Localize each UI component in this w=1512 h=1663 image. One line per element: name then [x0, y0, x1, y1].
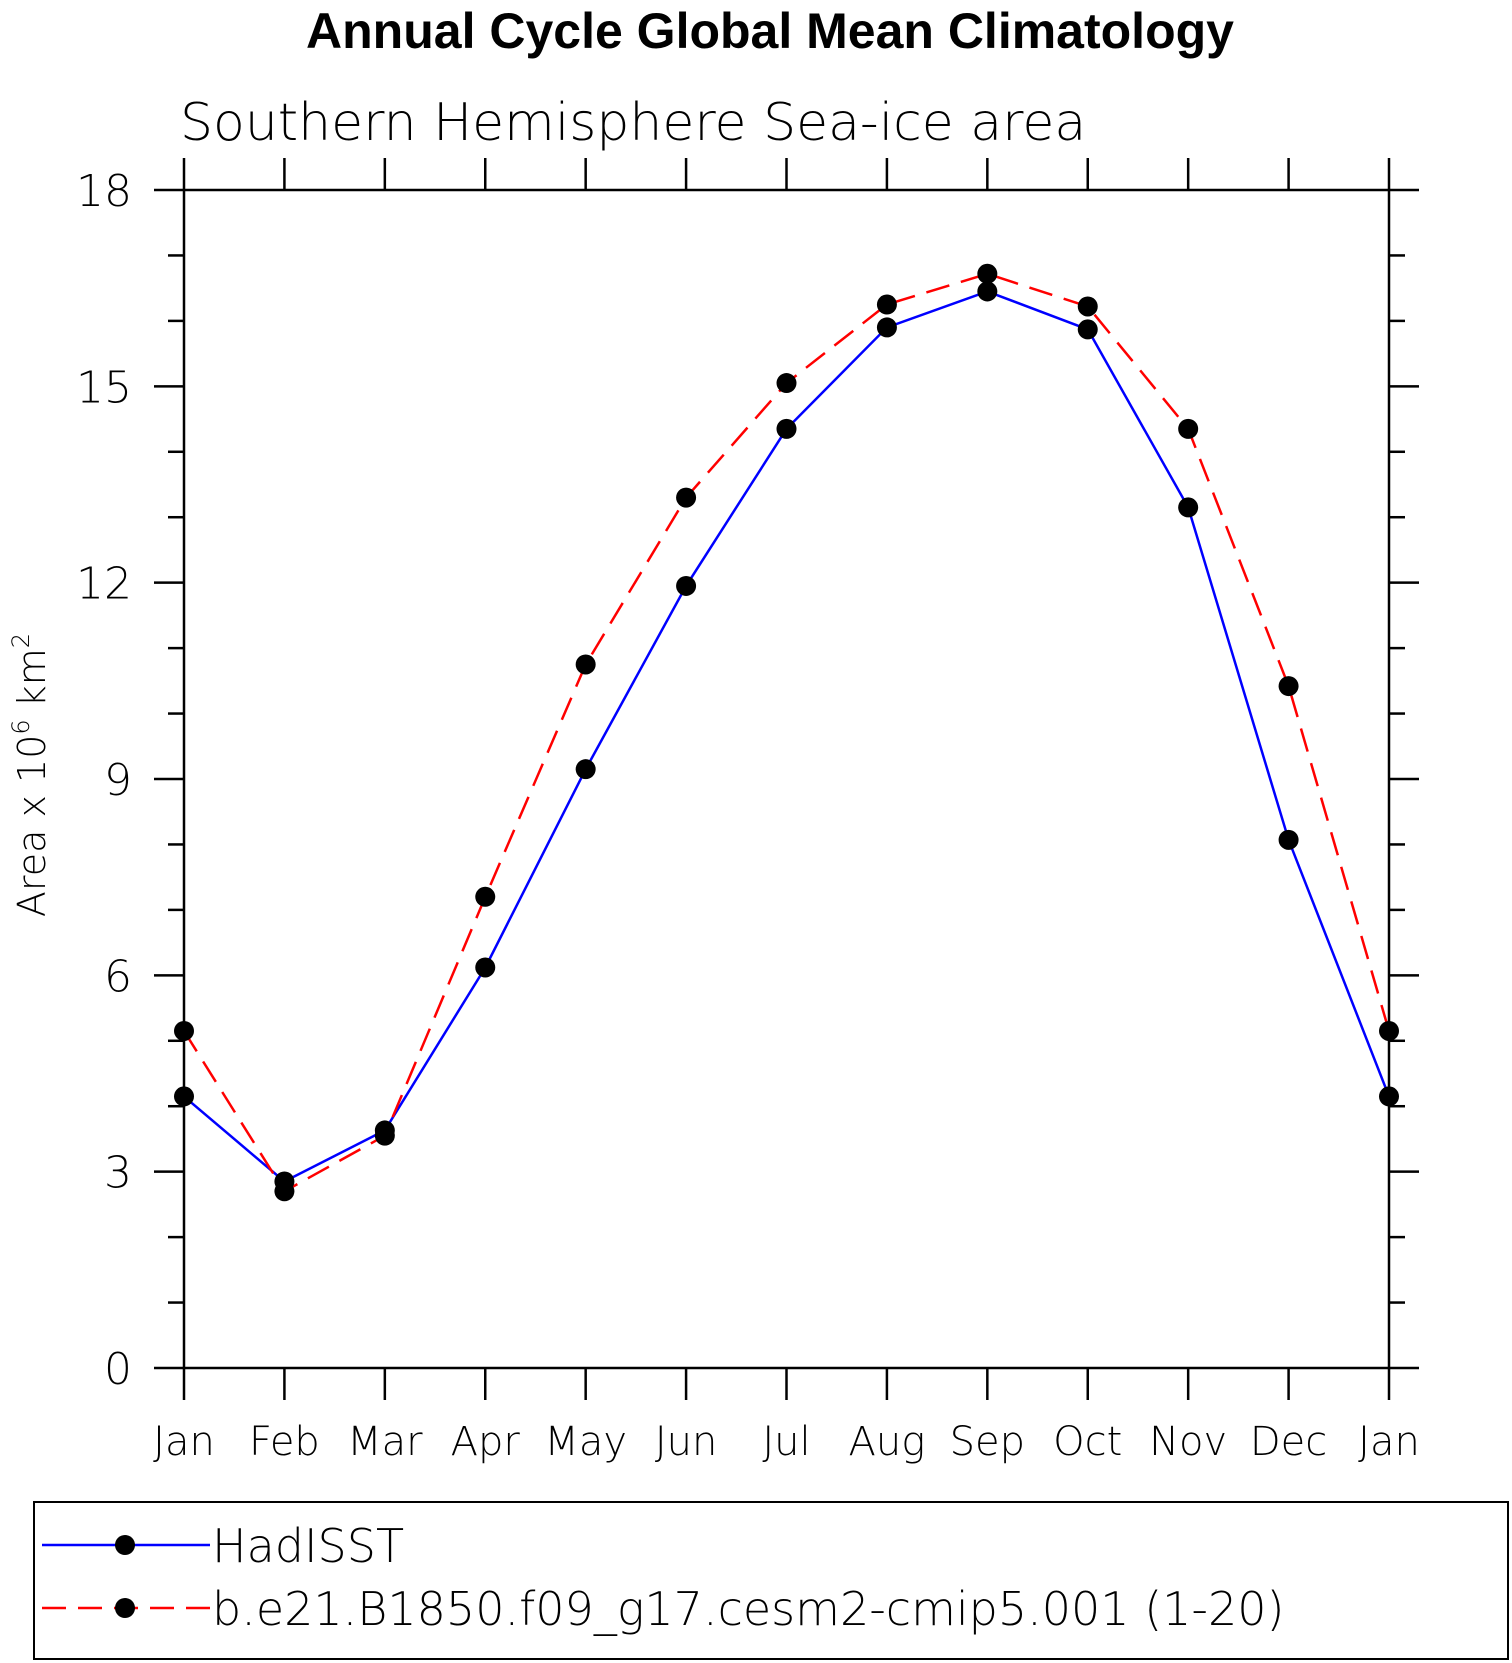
y-label-unit: km — [10, 648, 54, 719]
y-label-main: Area x 10 — [10, 735, 54, 917]
x-tick-label: Jan — [153, 1419, 215, 1465]
legend: HadISST b.e21.B1850.f09_g17.cesm2-cmip5.0… — [42, 1519, 1285, 1636]
data-point — [876, 317, 897, 338]
y-tick-label: 18 — [76, 166, 132, 217]
series-line-1 — [182, 272, 1391, 1193]
data-point — [1379, 1086, 1399, 1107]
x-tick-label: Jun — [655, 1419, 718, 1465]
data-point — [274, 1181, 295, 1202]
data-point — [1178, 418, 1199, 439]
data-point — [676, 575, 697, 596]
y-tick-label: 15 — [76, 362, 132, 413]
legend-label: HadISST — [212, 1519, 404, 1573]
data-point — [776, 373, 797, 394]
x-tick-label: Jan — [1358, 1419, 1420, 1465]
legend-box — [33, 1501, 1509, 1660]
data-point — [1077, 296, 1098, 317]
data-point — [1278, 829, 1299, 850]
y-tick-label: 12 — [76, 559, 132, 610]
data-point — [1278, 676, 1299, 697]
data-point — [374, 1125, 395, 1146]
y-axis-label: Area x 106 km2 — [7, 633, 54, 917]
x-axis: Jan Feb Mar Apr May Jun Jul Aug Sep Oct Nov Dec Jan — [153, 158, 1420, 1465]
data-point — [1178, 497, 1199, 518]
data-point — [776, 418, 797, 439]
x-tick-label: Sep — [950, 1419, 1025, 1465]
x-tick-label: Dec — [1250, 1419, 1327, 1465]
svg-text:Area x 106 km2: Area x 106 km2 — [7, 633, 54, 917]
data-point — [575, 654, 596, 675]
x-tick-label: Oct — [1053, 1419, 1122, 1465]
x-tick-label: Feb — [249, 1419, 320, 1465]
x-tick-label: Mar — [347, 1419, 423, 1465]
legend-marker — [115, 1535, 135, 1555]
x-tick-label: Nov — [1149, 1419, 1227, 1465]
data-point — [475, 957, 496, 978]
data-point — [575, 759, 596, 780]
y-tick-label: 0 — [104, 1344, 132, 1395]
data-point — [977, 281, 998, 302]
y-label-exp1: 6 — [7, 719, 35, 734]
x-tick-label: Jul — [762, 1419, 810, 1465]
data-point — [977, 263, 998, 284]
y-label-exp2: 2 — [7, 633, 35, 648]
data-point — [475, 886, 496, 907]
data-point — [174, 1020, 194, 1041]
x-tick-label: May — [544, 1419, 627, 1465]
chart-title: Annual Cycle Global Mean Climatology — [306, 3, 1234, 59]
data-point — [174, 1086, 194, 1107]
plot-frame — [182, 188, 1391, 1370]
series-points — [174, 263, 1399, 1202]
legend-label: b.e21.B1850.f09_g17.cesm2-cmip5.001 (1-2… — [212, 1582, 1285, 1636]
chart-subtitle: Southern Hemisphere Sea-ice area — [180, 93, 1086, 153]
data-point — [876, 294, 897, 315]
y-tick-label: 9 — [104, 755, 132, 806]
x-tick-label: Apr — [451, 1419, 521, 1465]
data-point — [676, 487, 697, 508]
data-point — [1379, 1020, 1399, 1041]
y-axis: 0 3 6 9 12 15 18 — [76, 166, 1419, 1395]
y-tick-label: 6 — [104, 951, 132, 1002]
legend-marker — [115, 1598, 135, 1618]
x-tick-label: Aug — [849, 1419, 926, 1465]
data-point — [1077, 319, 1098, 340]
y-tick-label: 3 — [104, 1148, 132, 1199]
series-lines — [182, 272, 1391, 1193]
